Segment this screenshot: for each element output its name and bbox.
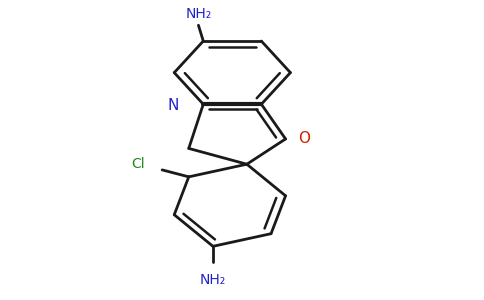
Text: NH₂: NH₂ <box>200 273 226 287</box>
Text: N: N <box>167 98 179 113</box>
Text: NH₂: NH₂ <box>185 7 212 20</box>
Text: O: O <box>298 131 310 146</box>
Text: Cl: Cl <box>132 157 145 171</box>
